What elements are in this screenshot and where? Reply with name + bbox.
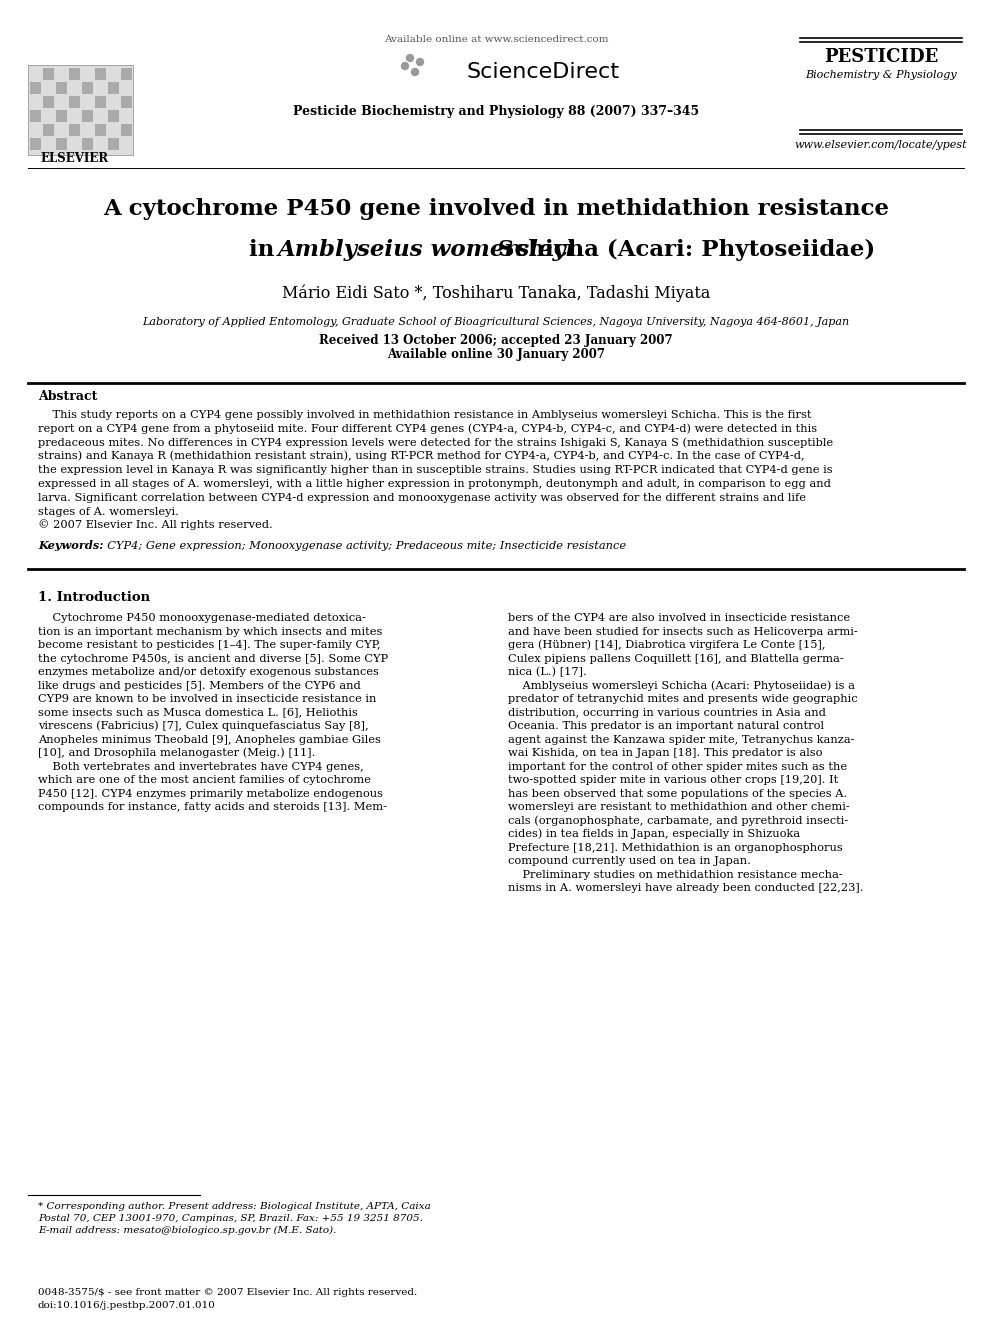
FancyBboxPatch shape: [121, 97, 132, 108]
Text: www.elsevier.com/locate/ypest: www.elsevier.com/locate/ypest: [795, 140, 967, 149]
Text: compound currently used on tea in Japan.: compound currently used on tea in Japan.: [508, 856, 751, 867]
FancyBboxPatch shape: [95, 67, 106, 79]
Text: cals (organophosphate, carbamate, and pyrethroid insecti-: cals (organophosphate, carbamate, and py…: [508, 815, 848, 826]
Text: nica (L.) [17].: nica (L.) [17].: [508, 667, 586, 677]
Text: which are one of the most ancient families of cytochrome: which are one of the most ancient famili…: [38, 775, 371, 785]
Text: nisms in A. womersleyi have already been conducted [22,23].: nisms in A. womersleyi have already been…: [508, 882, 863, 893]
Text: ScienceDirect: ScienceDirect: [466, 62, 619, 82]
Text: Anopheles minimus Theobald [9], Anopheles gambiae Giles: Anopheles minimus Theobald [9], Anophele…: [38, 734, 381, 745]
FancyBboxPatch shape: [43, 97, 54, 108]
Text: like drugs and pesticides [5]. Members of the CYP6 and: like drugs and pesticides [5]. Members o…: [38, 680, 361, 691]
Text: has been observed that some populations of the species A.: has been observed that some populations …: [508, 789, 847, 799]
FancyBboxPatch shape: [121, 124, 132, 136]
Text: agent against the Kanzawa spider mite, Tetranychus kanza-: agent against the Kanzawa spider mite, T…: [508, 734, 854, 745]
FancyBboxPatch shape: [108, 110, 119, 122]
Text: important for the control of other spider mites such as the: important for the control of other spide…: [508, 762, 847, 771]
Text: womersleyi are resistant to methidathion and other chemi-: womersleyi are resistant to methidathion…: [508, 802, 850, 812]
Text: bers of the CYP4 are also involved in insecticide resistance: bers of the CYP4 are also involved in in…: [508, 613, 850, 623]
Text: Amblyseius womersleyi Schicha (Acari: Phytoseiidae) is a: Amblyseius womersleyi Schicha (Acari: Ph…: [508, 680, 855, 691]
Text: report on a CYP4 gene from a phytoseiid mite. Four different CYP4 genes (CYP4-a,: report on a CYP4 gene from a phytoseiid …: [38, 423, 817, 434]
Text: E-mail address: mesato@biologico.sp.gov.br (M.E. Sato).: E-mail address: mesato@biologico.sp.gov.…: [38, 1226, 336, 1234]
Text: doi:10.1016/j.pestbp.2007.01.010: doi:10.1016/j.pestbp.2007.01.010: [38, 1301, 216, 1310]
Text: Prefecture [18,21]. Methidathion is an organophosphorus: Prefecture [18,21]. Methidathion is an o…: [508, 843, 843, 852]
Text: Laboratory of Applied Entomology, Graduate School of Bioagricultural Sciences, N: Laboratory of Applied Entomology, Gradua…: [143, 318, 849, 327]
Text: the cytochrome P450s, is ancient and diverse [5]. Some CYP: the cytochrome P450s, is ancient and div…: [38, 654, 388, 664]
Text: two-spotted spider mite in various other crops [19,20]. It: two-spotted spider mite in various other…: [508, 775, 838, 785]
Text: Received 13 October 2006; accepted 23 January 2007: Received 13 October 2006; accepted 23 Ja…: [319, 333, 673, 347]
Text: © 2007 Elsevier Inc. All rights reserved.: © 2007 Elsevier Inc. All rights reserved…: [38, 520, 273, 531]
FancyBboxPatch shape: [43, 124, 54, 136]
Text: in: in: [249, 239, 283, 261]
Text: 1. Introduction: 1. Introduction: [38, 591, 150, 605]
Text: distribution, occurring in various countries in Asia and: distribution, occurring in various count…: [508, 708, 826, 717]
Text: [10], and Drosophila melanogaster (Meig.) [11].: [10], and Drosophila melanogaster (Meig.…: [38, 747, 315, 758]
Text: Schicha (Acari: Phytoseiidae): Schicha (Acari: Phytoseiidae): [490, 239, 875, 261]
Text: larva. Significant correlation between CYP4-d expression and monooxygenase activ: larva. Significant correlation between C…: [38, 492, 806, 503]
FancyBboxPatch shape: [30, 138, 41, 149]
Text: Culex pipiens pallens Coquillett [16], and Blattella germa-: Culex pipiens pallens Coquillett [16], a…: [508, 654, 844, 664]
FancyBboxPatch shape: [28, 65, 133, 155]
FancyBboxPatch shape: [82, 82, 93, 94]
Text: compounds for instance, fatty acids and steroids [13]. Mem-: compounds for instance, fatty acids and …: [38, 802, 387, 812]
Text: wai Kishida, on tea in Japan [18]. This predator is also: wai Kishida, on tea in Japan [18]. This …: [508, 747, 822, 758]
Text: Cytochrome P450 monooxygenase-mediated detoxica-: Cytochrome P450 monooxygenase-mediated d…: [38, 613, 366, 623]
Text: the expression level in Kanaya R was significantly higher than in susceptible st: the expression level in Kanaya R was sig…: [38, 466, 832, 475]
FancyBboxPatch shape: [95, 97, 106, 108]
Text: gera (Hübner) [14], Diabrotica virgifera Le Conte [15],: gera (Hübner) [14], Diabrotica virgifera…: [508, 639, 825, 650]
FancyBboxPatch shape: [69, 124, 80, 136]
Text: Keywords:: Keywords:: [38, 540, 103, 552]
Text: A cytochrome P450 gene involved in methidathion resistance: A cytochrome P450 gene involved in methi…: [103, 198, 889, 220]
FancyBboxPatch shape: [30, 110, 41, 122]
Text: some insects such as Musca domestica L. [6], Heliothis: some insects such as Musca domestica L. …: [38, 708, 358, 717]
Circle shape: [407, 54, 414, 61]
Text: Amblyseius womersleyi: Amblyseius womersleyi: [278, 239, 575, 261]
Text: Biochemistry & Physiology: Biochemistry & Physiology: [806, 70, 957, 79]
Text: PESTICIDE: PESTICIDE: [824, 48, 938, 66]
Text: Preliminary studies on methidathion resistance mecha-: Preliminary studies on methidathion resi…: [508, 869, 843, 880]
Circle shape: [412, 69, 419, 75]
FancyBboxPatch shape: [69, 67, 80, 79]
FancyBboxPatch shape: [82, 110, 93, 122]
Text: virescens (Fabricius) [7], Culex quinquefasciatus Say [8],: virescens (Fabricius) [7], Culex quinque…: [38, 721, 369, 732]
Text: P450 [12]. CYP4 enzymes primarily metabolize endogenous: P450 [12]. CYP4 enzymes primarily metabo…: [38, 789, 383, 799]
Text: Pesticide Biochemistry and Physiology 88 (2007) 337–345: Pesticide Biochemistry and Physiology 88…: [293, 105, 699, 118]
Text: This study reports on a CYP4 gene possibly involved in methidathion resistance i: This study reports on a CYP4 gene possib…: [38, 410, 811, 419]
Text: strains) and Kanaya R (methidathion resistant strain), using RT-PCR method for C: strains) and Kanaya R (methidathion resi…: [38, 451, 805, 462]
Text: and have been studied for insects such as Helicoverpa armi-: and have been studied for insects such a…: [508, 627, 858, 636]
FancyBboxPatch shape: [108, 138, 119, 149]
Text: Oceania. This predator is an important natural control: Oceania. This predator is an important n…: [508, 721, 824, 732]
Text: cides) in tea fields in Japan, especially in Shizuoka: cides) in tea fields in Japan, especiall…: [508, 828, 801, 839]
FancyBboxPatch shape: [30, 82, 41, 94]
Text: predaceous mites. No differences in CYP4 expression levels were detected for the: predaceous mites. No differences in CYP4…: [38, 437, 833, 447]
Text: Abstract: Abstract: [38, 390, 97, 404]
FancyBboxPatch shape: [82, 138, 93, 149]
Text: Postal 70, CEP 13001-970, Campinas, SP, Brazil. Fax: +55 19 3251 8705.: Postal 70, CEP 13001-970, Campinas, SP, …: [38, 1215, 423, 1222]
Text: Mário Eidi Sato *, Toshiharu Tanaka, Tadashi Miyata: Mário Eidi Sato *, Toshiharu Tanaka, Tad…: [282, 284, 710, 302]
FancyBboxPatch shape: [56, 82, 67, 94]
Text: 0048-3575/$ - see front matter © 2007 Elsevier Inc. All rights reserved.: 0048-3575/$ - see front matter © 2007 El…: [38, 1289, 418, 1297]
Text: CYP9 are known to be involved in insecticide resistance in: CYP9 are known to be involved in insecti…: [38, 695, 376, 704]
Text: become resistant to pesticides [1–4]. The super-family CYP,: become resistant to pesticides [1–4]. Th…: [38, 640, 381, 650]
Text: CYP4; Gene expression; Monooxygenase activity; Predaceous mite; Insecticide resi: CYP4; Gene expression; Monooxygenase act…: [100, 541, 626, 552]
Text: Available online 30 January 2007: Available online 30 January 2007: [387, 348, 605, 361]
FancyBboxPatch shape: [95, 124, 106, 136]
Text: Available online at www.sciencedirect.com: Available online at www.sciencedirect.co…: [384, 34, 608, 44]
Text: enzymes metabolize and/or detoxify exogenous substances: enzymes metabolize and/or detoxify exoge…: [38, 667, 379, 677]
FancyBboxPatch shape: [43, 67, 54, 79]
Text: ELSEVIER: ELSEVIER: [41, 152, 109, 165]
FancyBboxPatch shape: [69, 97, 80, 108]
Text: Both vertebrates and invertebrates have CYP4 genes,: Both vertebrates and invertebrates have …: [38, 762, 364, 771]
Text: * Corresponding author. Present address: Biological Institute, APTA, Caixa: * Corresponding author. Present address:…: [38, 1203, 431, 1211]
FancyBboxPatch shape: [121, 67, 132, 79]
Text: predator of tetranychid mites and presents wide geographic: predator of tetranychid mites and presen…: [508, 695, 858, 704]
FancyBboxPatch shape: [56, 110, 67, 122]
Text: expressed in all stages of A. womersleyi, with a little higher expression in pro: expressed in all stages of A. womersleyi…: [38, 479, 831, 490]
FancyBboxPatch shape: [108, 82, 119, 94]
Circle shape: [417, 58, 424, 66]
Text: stages of A. womersleyi.: stages of A. womersleyi.: [38, 507, 179, 516]
Text: tion is an important mechanism by which insects and mites: tion is an important mechanism by which …: [38, 627, 382, 636]
FancyBboxPatch shape: [56, 138, 67, 149]
Circle shape: [402, 62, 409, 70]
